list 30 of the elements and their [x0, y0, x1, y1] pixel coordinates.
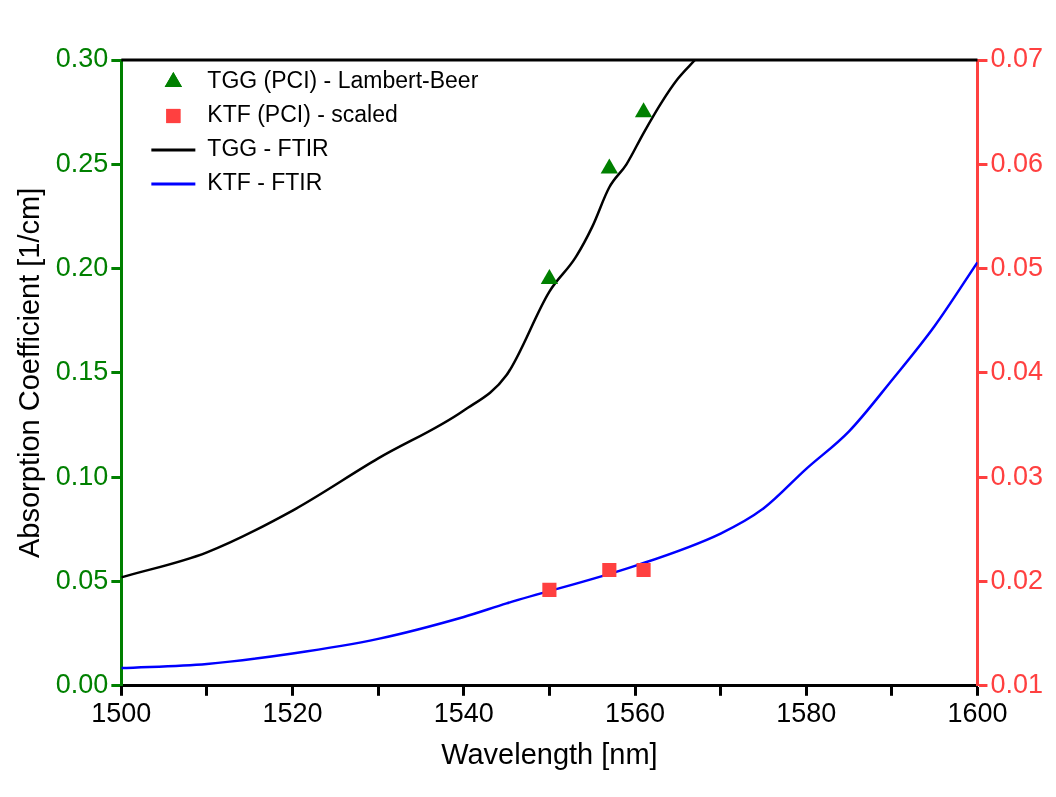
y2-tick-label: 0.07 [990, 43, 1044, 74]
y2-tick-label: 0.04 [990, 356, 1044, 387]
point [634, 102, 653, 118]
legend-label: TGG (PCI) - Lambert-Beer [207, 67, 479, 94]
line-series [121, 261, 978, 670]
y-tick-label: 0.25 [55, 147, 109, 178]
y-tick-label: 0.05 [55, 564, 109, 595]
x-tick-label: 1520 [262, 698, 323, 729]
x-tick-label: 1580 [776, 698, 837, 729]
legend-label: KTF - FTIR [207, 169, 323, 196]
y2-tick-label: 0.01 [990, 669, 1044, 700]
point [540, 269, 559, 285]
y2-tick-label: 0.06 [990, 147, 1044, 178]
point [600, 158, 618, 174]
x-tick-label: 1540 [433, 698, 494, 729]
y-tick-label: 0.30 [55, 43, 109, 74]
y2-tick-label: 0.03 [990, 460, 1044, 491]
legend-label: TGG - FTIR [207, 135, 329, 162]
y2-tick-label: 0.05 [990, 252, 1044, 283]
legend-label: KTF (PCI) - scaled [207, 101, 398, 128]
x-tick-label: 1600 [947, 698, 1008, 729]
y-tick-label: 0.15 [55, 356, 109, 387]
y-tick-label: 0.20 [55, 252, 109, 283]
y-tick-label: 0.10 [55, 460, 109, 491]
y-tick-label: 0.00 [55, 669, 109, 700]
x-axis-title: Wavelength [nm] [441, 737, 658, 770]
y-axis-title: Absorption Coefficient [1/cm] [13, 187, 46, 558]
y2-tick-label: 0.02 [990, 564, 1044, 595]
x-tick-label: 1560 [604, 698, 666, 729]
x-tick-label: 1500 [91, 698, 152, 729]
